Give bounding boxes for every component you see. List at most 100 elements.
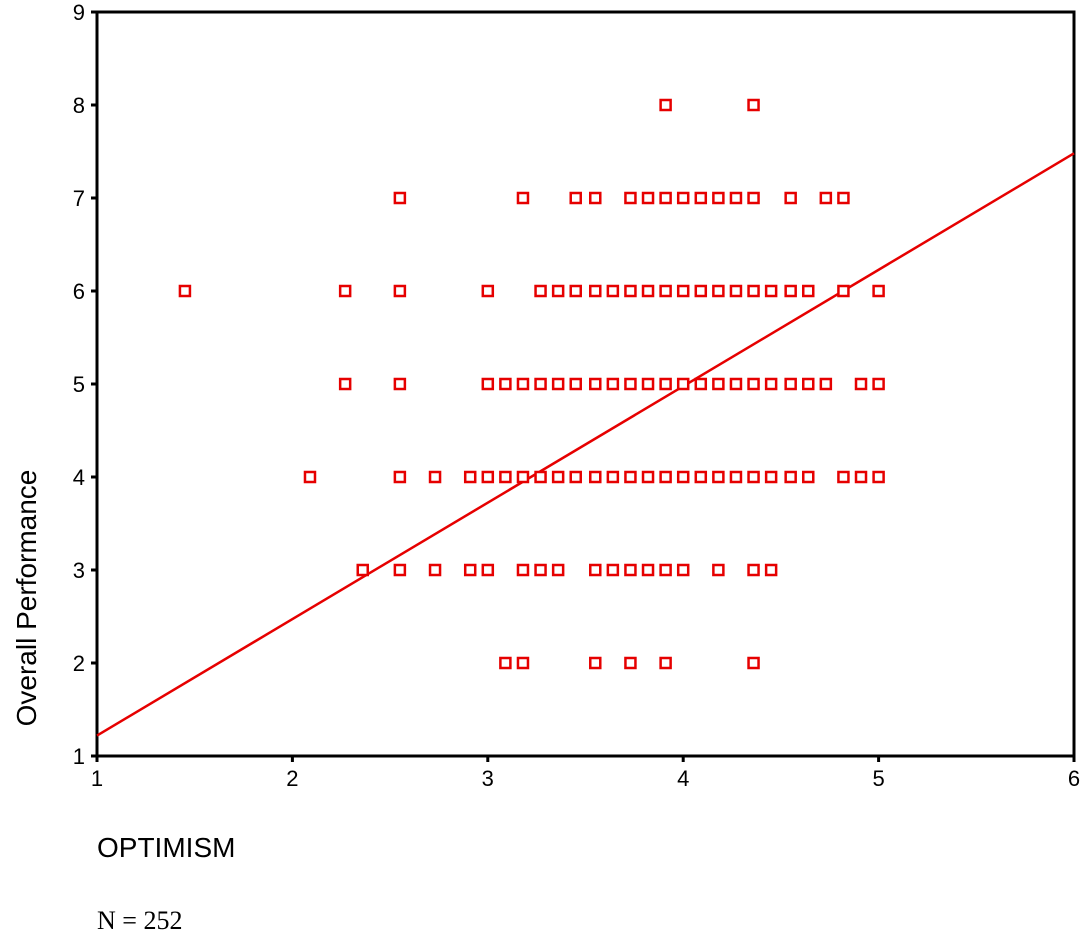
x-tick-label: 2	[286, 766, 298, 791]
data-point	[641, 377, 655, 391]
data-point	[764, 284, 778, 298]
data-point	[747, 656, 760, 670]
data-point	[428, 470, 442, 484]
data-point	[784, 191, 797, 205]
data-point	[712, 377, 725, 391]
regression-line	[96, 152, 1075, 737]
data-point	[428, 563, 442, 577]
data-point	[819, 191, 833, 205]
data-point	[854, 377, 868, 391]
data-point	[784, 377, 797, 391]
data-point	[747, 284, 760, 298]
data-point	[802, 470, 815, 484]
data-point	[764, 377, 778, 391]
data-point	[641, 191, 655, 205]
data-point	[338, 284, 352, 298]
y-axis-ticks: 1 2 3 4 5 6 7 8 9	[73, 0, 97, 769]
data-point	[872, 284, 885, 298]
x-axis-title: OPTIMISM	[97, 832, 235, 863]
data-point	[481, 470, 495, 484]
data-point	[659, 377, 672, 391]
data-point	[872, 470, 885, 484]
data-point	[747, 377, 760, 391]
data-point	[534, 563, 547, 577]
data-point	[872, 377, 885, 391]
data-point	[694, 470, 708, 484]
data-point	[606, 284, 620, 298]
data-point	[641, 563, 655, 577]
data-point	[837, 470, 850, 484]
data-point	[356, 563, 369, 577]
data-point	[676, 470, 690, 484]
y-tick-label: 1	[73, 744, 85, 769]
data-point	[802, 284, 815, 298]
data-point	[393, 377, 407, 391]
data-point	[516, 563, 530, 577]
data-point	[659, 656, 672, 670]
data-point	[481, 377, 495, 391]
data-point	[516, 656, 530, 670]
data-point	[551, 563, 565, 577]
data-point	[729, 284, 743, 298]
data-point	[569, 470, 582, 484]
y-tick-label: 7	[73, 186, 85, 211]
data-point	[551, 470, 565, 484]
x-tick-label: 6	[1068, 766, 1080, 791]
data-point	[569, 191, 582, 205]
data-point	[624, 656, 637, 670]
data-point	[606, 563, 620, 577]
data-point	[747, 191, 760, 205]
x-tick-label: 3	[482, 766, 494, 791]
data-point	[624, 191, 637, 205]
data-point	[606, 470, 620, 484]
data-point	[393, 470, 407, 484]
data-point	[784, 284, 797, 298]
data-point	[729, 191, 743, 205]
data-point	[393, 191, 407, 205]
data-point	[712, 470, 725, 484]
y-tick-label: 3	[73, 558, 85, 583]
data-point	[534, 377, 547, 391]
data-point	[676, 284, 690, 298]
x-axis-ticks: 1 2 3 4 5 6	[91, 756, 1080, 791]
y-tick-label: 8	[73, 93, 85, 118]
data-point	[589, 656, 602, 670]
data-point	[463, 563, 477, 577]
data-point	[764, 563, 778, 577]
data-point	[516, 377, 530, 391]
data-point	[499, 377, 512, 391]
y-tick-label: 5	[73, 372, 85, 397]
data-point	[659, 470, 672, 484]
data-point	[624, 563, 637, 577]
data-point	[837, 191, 850, 205]
data-point	[463, 470, 477, 484]
data-point	[624, 284, 637, 298]
data-point	[676, 563, 690, 577]
data-point	[589, 563, 602, 577]
data-point	[606, 377, 620, 391]
data-point	[569, 284, 582, 298]
data-point	[764, 470, 778, 484]
data-point	[659, 284, 672, 298]
data-point	[641, 284, 655, 298]
data-point	[747, 563, 760, 577]
data-point	[569, 377, 582, 391]
data-point	[676, 191, 690, 205]
y-tick-label: 2	[73, 651, 85, 676]
data-point	[854, 470, 868, 484]
data-point	[784, 470, 797, 484]
data-point	[178, 284, 192, 298]
y-tick-label: 4	[73, 465, 85, 490]
x-tick-label: 1	[91, 766, 103, 791]
y-tick-label: 9	[73, 0, 85, 25]
plot-frame	[95, 10, 1076, 758]
data-point	[694, 191, 708, 205]
y-tick-label: 6	[73, 279, 85, 304]
data-point	[534, 284, 547, 298]
data-point	[712, 284, 725, 298]
data-point	[589, 377, 602, 391]
data-point	[499, 656, 512, 670]
data-point	[534, 470, 547, 484]
sample-size-note: N = 252	[97, 906, 182, 935]
